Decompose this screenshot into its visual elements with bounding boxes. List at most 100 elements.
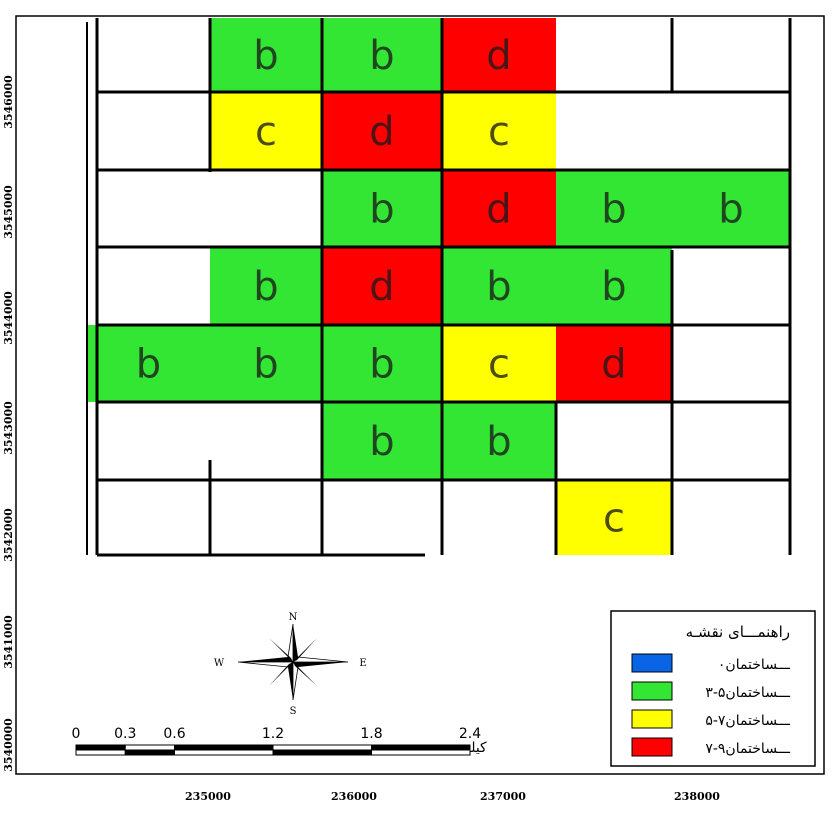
grid-cell [442, 170, 556, 247]
scale-label: 0 [72, 726, 81, 742]
scale-label: 0.6 [163, 726, 185, 742]
grid-cell [672, 170, 790, 247]
compass-arm [293, 624, 298, 662]
grid-cells: b b dc d cb d b bb d b bb b b c db bc [87, 18, 790, 555]
scale-segment [272, 749, 372, 756]
compass-arm [238, 657, 293, 662]
cell-label: d [369, 109, 394, 155]
map-frame [15, 15, 825, 775]
cell-label: b [486, 419, 511, 465]
cell-label: c [488, 109, 510, 155]
legend-swatch [631, 737, 673, 757]
y-tick-label: 3543000 [2, 401, 15, 455]
cell-label: d [601, 342, 626, 388]
cell-label: b [601, 187, 626, 233]
scale-label: 1.2 [262, 726, 284, 742]
grid-cell [556, 325, 672, 402]
y-tick-label: 3544000 [2, 291, 15, 345]
grid-cell [210, 325, 322, 402]
legend-label: ۰ـــساختمان [718, 657, 791, 673]
legend-swatch [631, 709, 673, 729]
grid-cell [442, 247, 556, 325]
grid-cell [210, 18, 322, 92]
scale-segment [272, 744, 372, 751]
compass-south: S [290, 706, 297, 717]
scale-segment [174, 744, 274, 751]
grid-cell [322, 92, 442, 170]
compass-north: N [289, 612, 298, 623]
scale-bar: کیلومـــــتر 00.30.61.21.82.4 [72, 726, 488, 756]
cell-label: d [486, 187, 511, 233]
scale-segment [75, 749, 126, 756]
cell-label: b [486, 264, 511, 310]
grid-cell [210, 92, 322, 170]
cell-label: d [369, 264, 394, 310]
grid-cell [442, 92, 556, 170]
legend-label: ۷-۹ـــساختمان [705, 741, 791, 757]
compass-arm [269, 638, 293, 662]
legend: راهنمـــای نقشـه ۰ـــساختمان ۳-۵ـــساختما… [610, 610, 816, 767]
legend-swatch [631, 653, 673, 673]
legend-label: ۵-۷ـــساختمان [705, 713, 791, 729]
grid-cell [87, 325, 210, 402]
x-tick-label: 235000 [185, 790, 231, 803]
grid-cell [322, 170, 442, 247]
x-tick-label: 236000 [331, 790, 377, 803]
y-tick-label: 3540000 [2, 718, 15, 772]
scale-label: 2.4 [459, 726, 481, 742]
compass-arm [288, 662, 293, 700]
scale-label: 1.8 [360, 726, 382, 742]
compass-arm [293, 662, 317, 686]
scale-label: 0.3 [114, 726, 136, 742]
x-tick-label: 237000 [480, 790, 526, 803]
compass-arm [237, 661, 294, 668]
cell-label: c [603, 496, 625, 542]
grid-cell [442, 402, 556, 480]
y-tick-label: 3545000 [2, 185, 15, 239]
cell-label: b [718, 187, 743, 233]
cell-label: c [255, 109, 277, 155]
y-tick-label: 3546000 [2, 75, 15, 129]
compass-rose: N S E W [214, 612, 367, 717]
compass-west: W [214, 658, 225, 669]
compass-arm [293, 662, 348, 667]
x-tick-label: 238000 [674, 790, 720, 803]
cell-label: b [369, 187, 394, 233]
grid-cell [556, 170, 672, 247]
grid-cell [322, 247, 442, 325]
scale-segment [75, 744, 126, 751]
legend-title: راهنمـــای نقشـه [686, 623, 790, 641]
cell-label: d [486, 33, 511, 79]
cell-label: b [369, 419, 394, 465]
compass-east: E [359, 658, 366, 669]
grid-lines [86, 18, 792, 557]
scale-segment [174, 749, 274, 756]
x-axis-ticks: 235000 236000 237000 238000 [185, 790, 720, 803]
cell-label: c [488, 342, 510, 388]
cell-label: b [369, 33, 394, 79]
cell-label: b [601, 264, 626, 310]
legend-swatch [631, 681, 673, 701]
grid-cell [442, 18, 556, 92]
grid-cell [442, 325, 556, 402]
scale-segment [124, 749, 175, 756]
grid-cell [322, 402, 442, 480]
compass-arm [293, 638, 317, 662]
grid-cell [556, 247, 672, 325]
cell-label: b [253, 342, 278, 388]
cell-label: b [253, 33, 278, 79]
grid-cell [210, 247, 322, 325]
grid-cell [322, 18, 442, 92]
y-tick-label: 3541000 [2, 615, 15, 669]
grid-cell [556, 480, 672, 555]
y-tick-label: 3542000 [2, 508, 15, 562]
scale-segment [371, 749, 471, 756]
y-axis-ticks: 3546000 3545000 3544000 3543000 3542000 35410… [2, 75, 15, 772]
compass-arm [269, 662, 293, 686]
cell-label: b [369, 342, 394, 388]
legend-label: ۳-۵ـــساختمان [705, 685, 791, 701]
grid-cell [322, 325, 442, 402]
scale-segment [371, 744, 471, 751]
cell-label: b [253, 264, 278, 310]
